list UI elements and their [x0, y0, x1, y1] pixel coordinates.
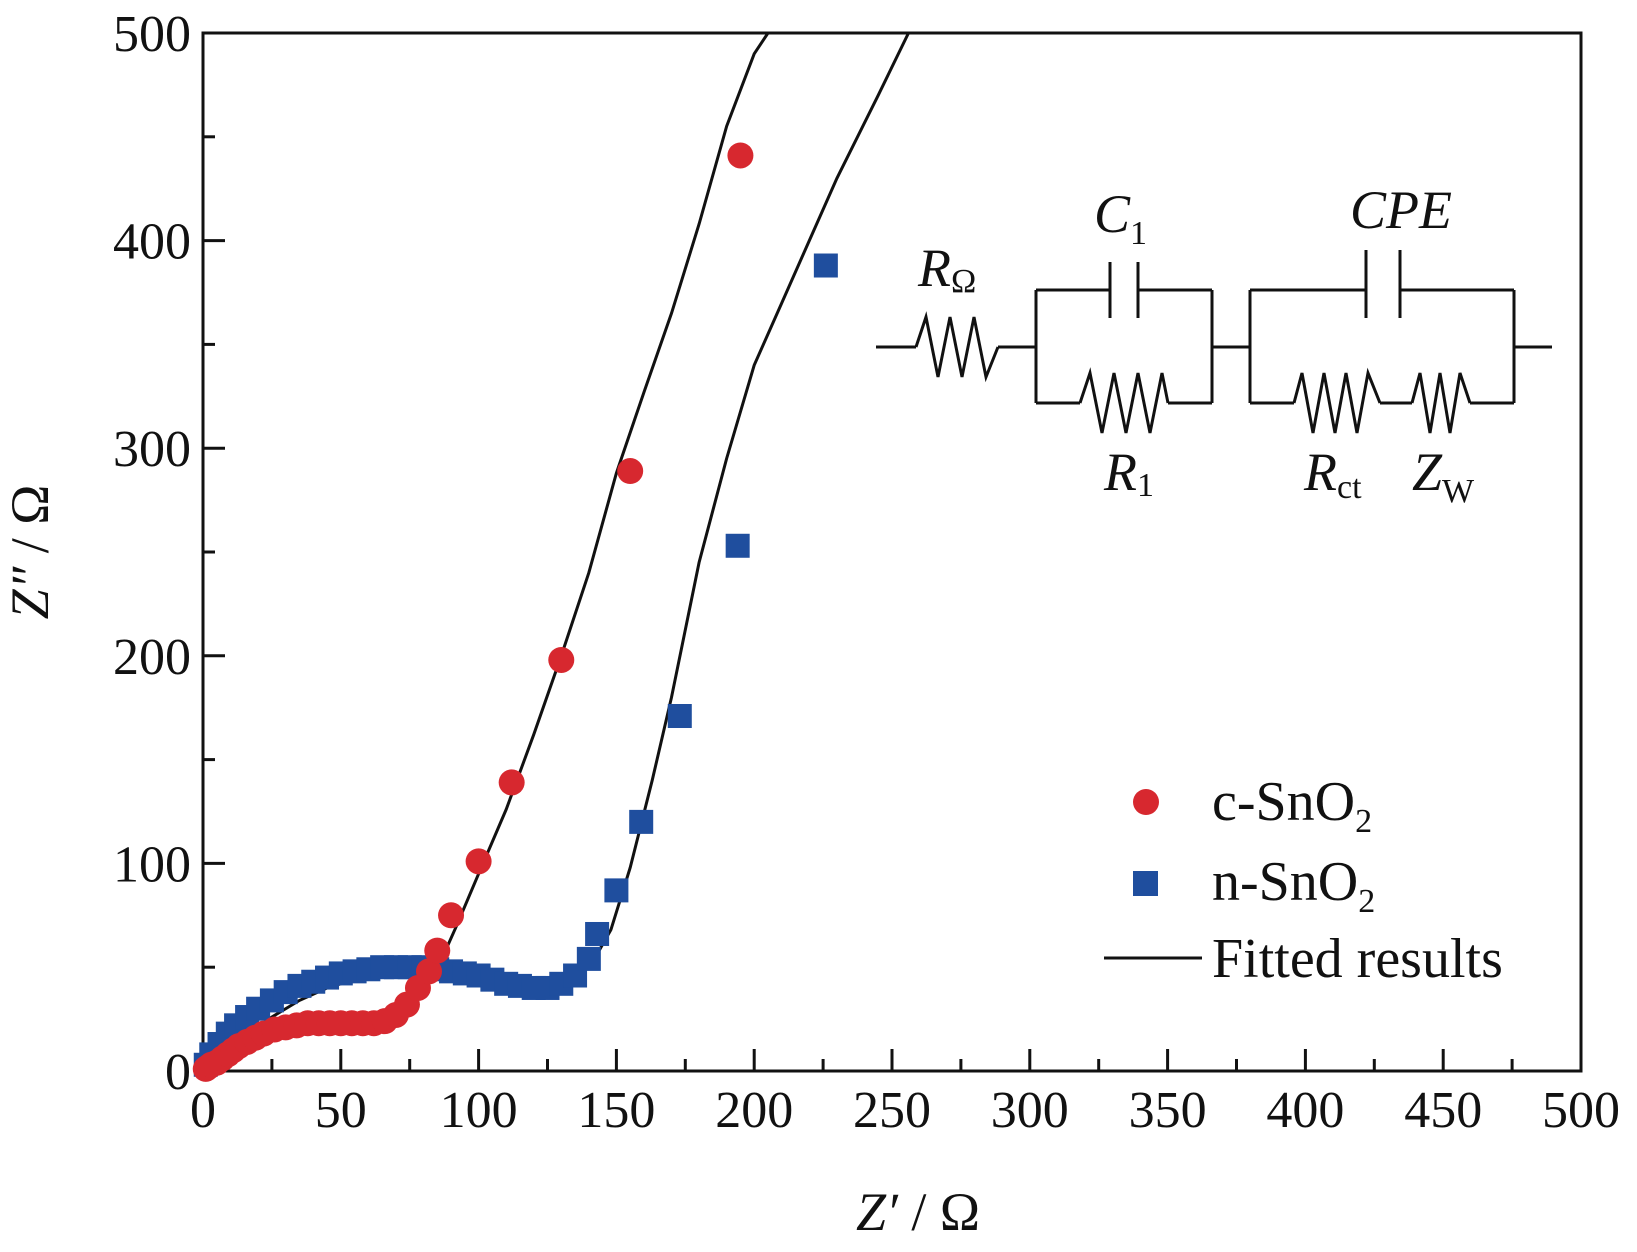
n-sno2-point — [725, 533, 750, 558]
y-axis-title-main: Z″ — [0, 566, 60, 619]
legend-marker-n-sno2 — [1133, 871, 1158, 896]
resistor-r-omega — [914, 311, 1000, 383]
n-sno2-point — [576, 946, 601, 971]
y-axis-title-unit: / Ω — [0, 485, 60, 567]
y-tick-label: 300 — [113, 421, 191, 478]
label-cpe: CPE — [1350, 180, 1452, 240]
y-axis-title: Z″ / Ω — [0, 485, 60, 620]
legend-label-c-sno2: c-SnO2 — [1212, 771, 1372, 840]
n-sno2-point — [629, 809, 654, 834]
x-tick-label: 250 — [853, 1082, 931, 1139]
c-sno2-point — [465, 848, 492, 875]
x-tick-label: 350 — [1129, 1082, 1207, 1139]
legend: c-SnO2 n-SnO2 Fitted results — [1104, 771, 1503, 990]
x-tick-label: 300 — [991, 1082, 1069, 1139]
fitted-curve-1 — [216, 32, 770, 1067]
x-axis-title: Z′ / Ω — [856, 1182, 980, 1242]
c-sno2-point — [617, 458, 644, 485]
c-sno2-point — [424, 937, 451, 964]
y-tick-label: 500 — [113, 6, 191, 63]
y-tick-label: 100 — [113, 836, 191, 893]
x-tick-label: 200 — [715, 1082, 793, 1139]
fitted-curve-2 — [210, 32, 910, 1068]
x-tick-label: 400 — [1266, 1082, 1344, 1139]
y-tick-label: 0 — [165, 1044, 191, 1101]
c-sno2-point — [498, 769, 525, 796]
n-sno2-point — [813, 253, 838, 278]
legend-marker-c-sno2 — [1133, 789, 1159, 815]
c-sno2-point — [548, 646, 575, 673]
c-sno2-point — [727, 142, 754, 169]
x-tick-label: 0 — [190, 1082, 216, 1139]
label-rct: Rct — [1303, 442, 1362, 506]
parallel-block-1 — [1034, 288, 1214, 405]
resistor-r1 — [1078, 367, 1170, 434]
resistor-zw — [1410, 372, 1472, 434]
x-tick-label: 450 — [1404, 1082, 1482, 1139]
data-markers — [192, 142, 838, 1082]
label-c1: C1 — [1094, 184, 1147, 252]
y-tick-label: 400 — [113, 214, 191, 271]
x-tick-label: 500 — [1542, 1082, 1620, 1139]
n-sno2-point — [667, 704, 692, 729]
label-r-omega: RΩ — [917, 238, 976, 300]
y-axis-ticks: 0 100 200 300 400 500 — [113, 6, 225, 1101]
n-sno2-point — [585, 921, 610, 946]
capacitor-c1 — [1108, 262, 1140, 318]
c-sno2-point — [415, 958, 442, 985]
legend-label-n-sno2: n-SnO2 — [1212, 851, 1375, 920]
y-tick-label: 200 — [113, 629, 191, 686]
x-axis-title-unit: / Ω — [898, 1182, 980, 1242]
x-tick-label: 50 — [315, 1082, 367, 1139]
c-sno2-point — [438, 902, 465, 929]
x-tick-label: 100 — [440, 1082, 518, 1139]
x-tick-label: 150 — [577, 1082, 655, 1139]
fitted-results-series — [210, 32, 910, 1068]
n-sno2-point — [604, 878, 629, 903]
capacitor-cpe — [1364, 250, 1402, 318]
equivalent-circuit — [876, 250, 1552, 434]
circuit-labels: RΩ C1 CPE R1 Rct ZW — [917, 180, 1475, 510]
x-axis-title-main: Z′ — [856, 1182, 899, 1242]
parallel-block-2 — [1248, 288, 1516, 405]
resistor-rct — [1292, 367, 1382, 434]
label-r1: R1 — [1103, 442, 1154, 504]
label-zw: ZW — [1412, 442, 1475, 510]
legend-label-fitted: Fitted results — [1212, 928, 1503, 990]
x-axis-ticks: 0 50 100 150 200 250 300 350 400 450 500 — [190, 1049, 1620, 1139]
